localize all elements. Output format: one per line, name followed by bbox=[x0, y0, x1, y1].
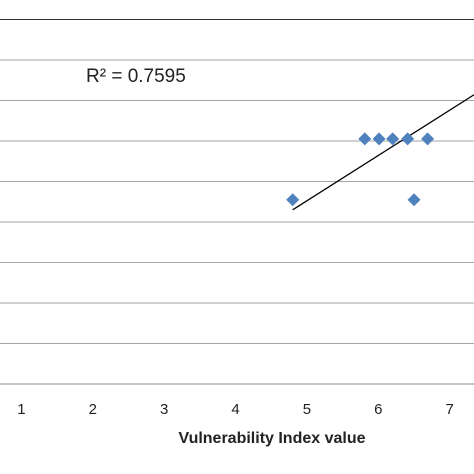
x-tick-label: 3 bbox=[160, 401, 168, 418]
x-tick-label: 5 bbox=[303, 401, 311, 418]
x-axis-title: Vulnerability Index value bbox=[178, 430, 365, 447]
x-tick-label: 4 bbox=[231, 401, 239, 418]
data-point bbox=[421, 132, 435, 146]
data-point bbox=[286, 193, 300, 207]
x-tick-label: 7 bbox=[446, 401, 454, 418]
data-point bbox=[386, 132, 400, 146]
data-point bbox=[407, 193, 421, 207]
trendline bbox=[292, 94, 474, 211]
data-point bbox=[372, 132, 386, 146]
x-tick-label: 6 bbox=[374, 401, 382, 418]
data-point bbox=[358, 132, 372, 146]
data-point bbox=[401, 132, 415, 146]
r-squared-annotation: R² = 0.7595 bbox=[86, 66, 186, 87]
x-tick-label: 1 bbox=[17, 401, 25, 418]
x-tick-label: 2 bbox=[89, 401, 97, 418]
